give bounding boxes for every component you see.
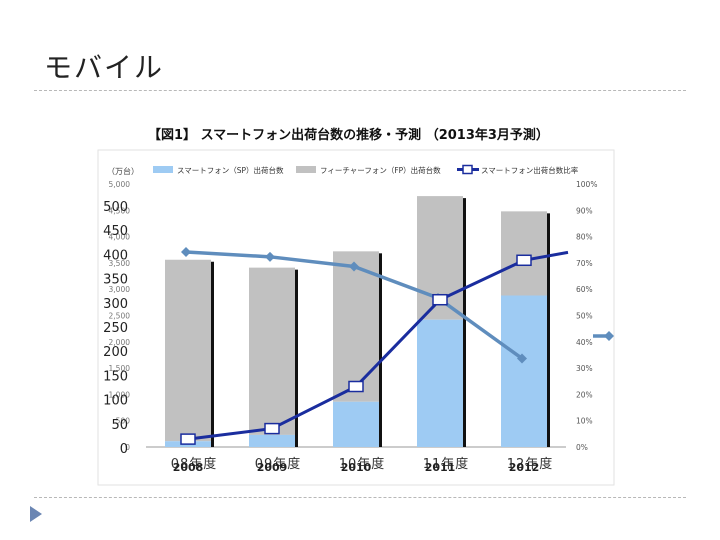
- y2-tick-label: 100%: [576, 180, 597, 189]
- overlay-tick-label: 300: [103, 297, 128, 312]
- bar-shadow: [463, 198, 466, 447]
- title-divider: [34, 90, 686, 91]
- bar-shadow: [295, 269, 298, 447]
- overlay-point: [265, 251, 275, 262]
- overlay-point: [517, 353, 527, 364]
- overlay-tick-label: 250: [103, 321, 128, 336]
- bar-sp: [333, 401, 379, 447]
- bar-fp: [501, 211, 547, 296]
- legend-swatch: [296, 166, 316, 173]
- overlay-tick-label: 350: [103, 273, 128, 288]
- y-tick-label: 5,000: [109, 180, 131, 189]
- y-tick-label: 500: [116, 417, 131, 426]
- x-tick-label: 11年度: [423, 456, 470, 472]
- overlay-legend-marker: [604, 331, 614, 341]
- triangle-bullet-icon: [30, 506, 42, 522]
- chart-title: 【図1】 スマートフォン出荷台数の推移・予測 （2013年3月予測）: [148, 128, 549, 143]
- overlay-tick-label: 0: [120, 442, 128, 457]
- y2-tick-label: 90%: [576, 206, 593, 215]
- y-tick-label: 4,500: [109, 206, 131, 215]
- y-tick-label: 0: [125, 443, 130, 452]
- bar-sp: [501, 295, 547, 447]
- legend-swatch: [153, 166, 173, 173]
- ratio-point: [516, 254, 532, 267]
- y-tick-label: 2,000: [109, 338, 131, 347]
- bar-shadow: [379, 253, 382, 447]
- y2-tick-label: 0%: [576, 443, 588, 452]
- bar-fp: [165, 259, 211, 442]
- footer-divider: [34, 497, 686, 498]
- y2-tick-label: 20%: [576, 390, 593, 399]
- legend-marker: [462, 164, 473, 175]
- x-tick-label: 10年度: [339, 456, 386, 472]
- bar-shadow: [547, 213, 550, 447]
- y-tick-label: 3,500: [109, 259, 131, 268]
- overlay-tick-label: 400: [103, 248, 128, 263]
- overlay-tick-label: 450: [103, 224, 128, 239]
- y-tick-label: 3,000: [109, 285, 131, 294]
- overlay-tick-label: 150: [103, 369, 128, 384]
- overlay-x-tick-label: 2010: [341, 461, 372, 474]
- overlay-x-tick-label: 2009: [257, 461, 288, 474]
- y2-tick-label: 60%: [576, 285, 593, 294]
- overlay-point: [349, 261, 359, 272]
- y2-tick-label: 70%: [576, 259, 593, 268]
- chart-frame: [97, 149, 615, 486]
- slide-title: モバイル: [44, 51, 165, 84]
- bar-shadow: [211, 261, 214, 447]
- bar-sp: [249, 434, 295, 447]
- overlay-x-tick-label: 2008: [173, 461, 204, 474]
- y-tick-label: 2,500: [109, 312, 131, 321]
- overlay-tick-label: 100: [103, 394, 128, 409]
- x-tick-label: 08年度: [171, 456, 218, 472]
- y2-tick-label: 30%: [576, 364, 593, 373]
- ratio-point: [264, 422, 280, 435]
- legend-label: フィーチャーフォン（FP）出荷台数: [320, 165, 441, 175]
- overlay-x-tick-label: 2012: [509, 461, 540, 474]
- overlay-tick-label: 500: [103, 200, 128, 215]
- overlay-tick-label: 200: [103, 345, 128, 360]
- y2-tick-label: 50%: [576, 312, 593, 321]
- bar-fp: [333, 251, 379, 402]
- y2-tick-label: 40%: [576, 338, 593, 347]
- overlay-point: [181, 246, 191, 257]
- ratio-point: [348, 380, 364, 393]
- y-tick-label: 1,500: [109, 364, 131, 373]
- y-tick-label: 1,000: [109, 390, 131, 399]
- overlay-x-tick-label: 2011: [425, 461, 456, 474]
- bar-fp: [249, 267, 295, 435]
- legend-label: スマートフォン出荷台数比率: [481, 165, 579, 175]
- bar-sp: [417, 319, 463, 447]
- y2-tick-label: 80%: [576, 233, 593, 242]
- y2-tick-label: 10%: [576, 417, 593, 426]
- ratio-point: [180, 433, 196, 445]
- x-tick-label: 12年度: [507, 456, 554, 472]
- y-tick-label: 4,000: [109, 233, 131, 242]
- unit-label: （万台）: [107, 166, 139, 176]
- legend-label: スマートフォン（SP）出荷台数: [177, 165, 284, 175]
- overlay-tick-label: 50: [111, 418, 128, 433]
- x-tick-label: 09年度: [255, 456, 302, 472]
- ratio-point: [432, 293, 448, 306]
